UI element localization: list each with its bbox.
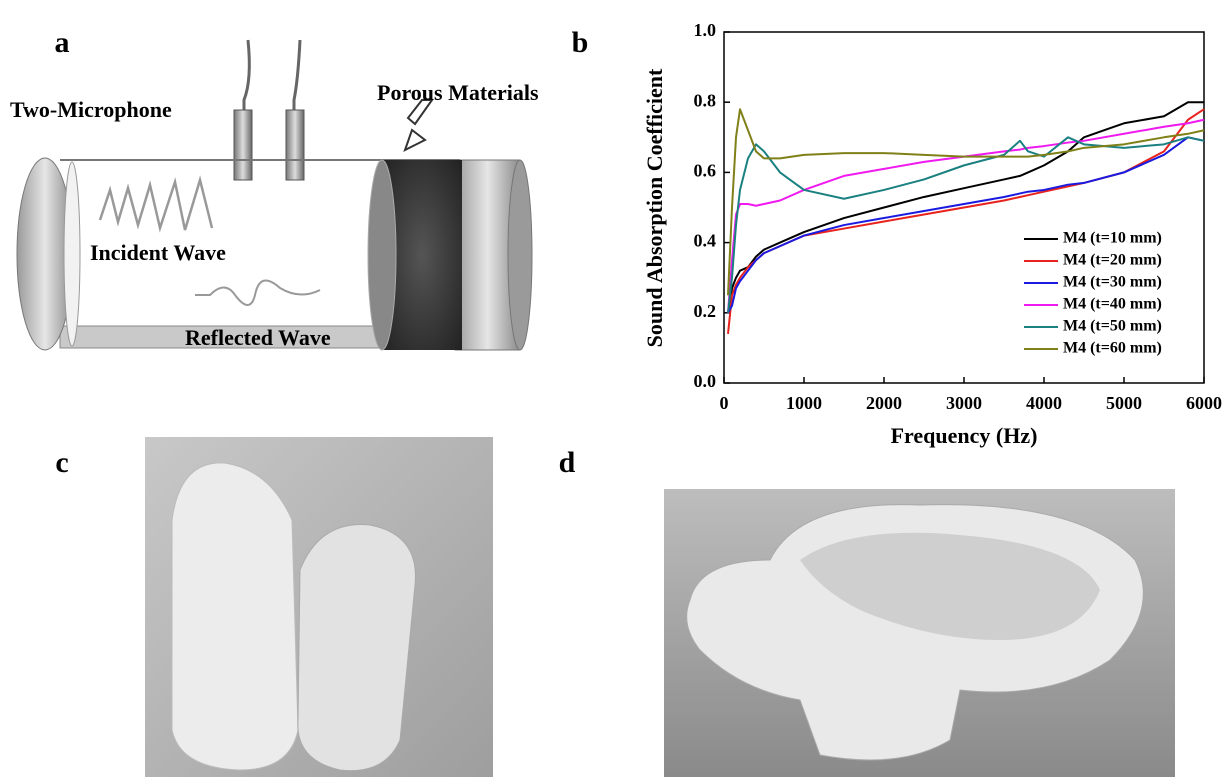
y-tick-label: 0.8	[694, 90, 717, 110]
diagram-label: Porous Materials	[377, 80, 539, 105]
series-line	[727, 108, 1205, 296]
diagram-label: Reflected Wave	[185, 325, 331, 350]
foam-earplug	[297, 524, 416, 772]
x-tick-label: 5000	[1106, 393, 1142, 413]
arrow	[406, 99, 434, 126]
y-tick-label: 0.6	[694, 161, 717, 181]
tube-end	[63, 161, 81, 347]
porous-material	[367, 159, 397, 351]
y-tick-label: 0.0	[694, 371, 717, 391]
incident-wave	[98, 175, 214, 233]
x-tick-label: 1000	[786, 393, 822, 413]
arrow	[403, 128, 427, 152]
y-tick-label: 0.4	[694, 231, 717, 251]
chart: Frequency (Hz) Sound Absorption Coeffici…	[642, 20, 1222, 448]
foam-earplug	[171, 462, 299, 771]
microphone	[285, 109, 305, 181]
legend-label: M4 (t=10 mm)	[1063, 230, 1162, 247]
y-axis-label: Sound Absorption Coefficient	[642, 68, 667, 347]
tube-end	[507, 159, 533, 351]
x-tick-label: 6000	[1186, 393, 1222, 413]
series-line	[727, 118, 1205, 313]
x-tick-label: 4000	[1026, 393, 1062, 413]
panel-d: d	[559, 446, 1175, 777]
reflected-wave	[195, 279, 321, 306]
series-line	[727, 101, 1204, 313]
diagram-label: Two-Microphone	[10, 97, 172, 122]
panel-c: c	[55, 437, 493, 777]
mic-cable	[242, 39, 251, 118]
y-tick-label: 0.2	[694, 301, 717, 321]
diagram-label: Incident Wave	[90, 240, 226, 265]
legend-label: M4 (t=50 mm)	[1063, 318, 1162, 335]
x-tick-label: 2000	[866, 393, 902, 413]
microphone	[233, 109, 253, 181]
legend-label: M4 (t=20 mm)	[1063, 252, 1162, 269]
y-tick-label: 1.0	[694, 20, 717, 40]
legend-label: M4 (t=30 mm)	[1063, 274, 1162, 291]
legend-label: M4 (t=60 mm)	[1063, 340, 1162, 357]
series-line	[727, 136, 1205, 313]
panel-label: d	[559, 446, 576, 479]
series-line	[727, 136, 1205, 314]
mic-cable	[292, 39, 302, 118]
panel-a: a Two-Microphone Porous Materials Incide…	[10, 26, 539, 351]
panel-label: a	[55, 26, 70, 59]
x-tick-label: 0	[720, 393, 729, 413]
x-axis-label: Frequency (Hz)	[891, 423, 1038, 448]
x-tick-label: 3000	[946, 393, 982, 413]
legend-label: M4 (t=40 mm)	[1063, 296, 1162, 313]
panel-label: b	[572, 26, 589, 59]
foam-ear-model	[800, 532, 1100, 640]
panel-label: c	[55, 446, 68, 479]
